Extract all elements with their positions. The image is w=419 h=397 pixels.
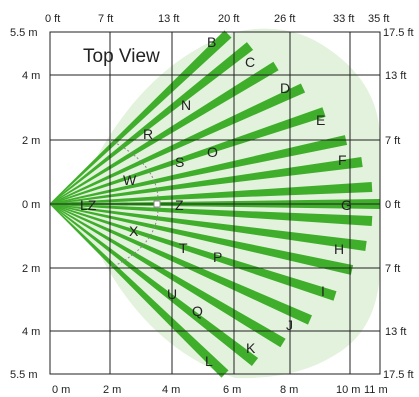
top-axis-label: 13 ft: [158, 13, 179, 25]
zone-label-c: C: [245, 54, 255, 70]
zone-label-p: P: [213, 249, 222, 265]
bottom-axis-label: 4 m: [162, 384, 180, 396]
left-axis-label: 4 m: [22, 326, 40, 338]
detection-beam: [49, 203, 229, 378]
top-axis-label: 26 ft: [274, 13, 295, 25]
top-axis-label: 33 ft: [333, 13, 354, 25]
right-axis: 17.5 ft 13 ft 7 ft 0 ft 7 ft 13 ft 17.5 …: [383, 27, 414, 381]
bottom-axis-label: 11 m: [364, 384, 388, 396]
zone-label-z: Z: [175, 197, 184, 213]
zone-label-j: J: [286, 317, 293, 333]
sensor-marker: [153, 200, 161, 208]
bottom-axis: 0 m 2 m 4 m 6 m 8 m 10 m 11 m: [52, 384, 388, 396]
detection-beam: [49, 203, 367, 251]
top-axis-label: 20 ft: [218, 13, 239, 25]
zone-label-s: S: [175, 154, 184, 170]
top-axis-label: 0 ft: [45, 13, 60, 25]
zone-label-d: D: [280, 80, 290, 96]
zone-label-u: U: [167, 286, 177, 302]
right-axis-label: 7 ft: [385, 263, 400, 275]
bottom-axis-label: 0 m: [52, 384, 70, 396]
beam-group: [49, 30, 380, 378]
zone-labels: B C D E F G H I J K L N O P Q R S T U W …: [80, 34, 352, 369]
left-axis-label: 4 m: [22, 70, 40, 82]
top-axis-label: 35 ft: [368, 13, 389, 25]
top-axis-label: 7 ft: [98, 13, 113, 25]
right-axis-label: 13 ft: [385, 326, 406, 338]
right-axis-label: 0 ft: [385, 199, 400, 211]
bottom-axis-label: 6 m: [223, 384, 241, 396]
left-axis-label: 5.5 m: [10, 27, 38, 39]
zone-label-k: K: [246, 340, 256, 356]
detection-beam: [49, 203, 286, 348]
detection-beam: [49, 203, 259, 366]
left-axis-label: 5.5 m: [10, 369, 38, 381]
bottom-axis-label: 2 m: [103, 384, 121, 396]
zone-label-w: W: [123, 172, 137, 188]
detection-beam: [50, 182, 373, 205]
zone-label-h: H: [334, 241, 344, 257]
zone-label-o: O: [207, 144, 218, 160]
left-axis-label: 0 m: [22, 199, 40, 211]
zone-label-f: F: [338, 152, 347, 168]
detection-beam: [49, 61, 279, 205]
zone-label-n: N: [181, 97, 191, 113]
view-title: Top View: [83, 46, 160, 67]
zone-label-g: G: [341, 197, 352, 213]
detection-beam: [49, 83, 306, 205]
right-axis-label: 17.5 ft: [383, 369, 414, 381]
zone-label-r: R: [143, 126, 153, 142]
detection-beam: [49, 30, 232, 205]
top-axis: 0 ft 7 ft 13 ft 20 ft 26 ft 33 ft 35 ft: [45, 13, 389, 25]
right-axis-label: 13 ft: [385, 70, 406, 82]
zone-label-lz: LZ: [80, 197, 97, 213]
bottom-axis-label: 10 m: [336, 384, 360, 396]
detection-beam: [49, 157, 363, 205]
zone-label-e: E: [316, 112, 325, 128]
left-axis-label: 2 m: [22, 135, 40, 147]
left-axis-label: 2 m: [22, 263, 40, 275]
right-axis-label: 17.5 ft: [383, 27, 414, 39]
grid: [49, 31, 381, 375]
zone-label-q: Q: [192, 303, 203, 319]
right-axis-label: 7 ft: [385, 135, 400, 147]
detection-beam: [49, 203, 313, 325]
zone-label-i: I: [321, 283, 325, 299]
grid-frame: [49, 31, 381, 375]
detection-beam: [50, 203, 373, 226]
detection-beam: [49, 203, 354, 275]
detection-beam: [49, 203, 337, 301]
zone-label-t: T: [179, 240, 188, 256]
zone-label-x: X: [129, 223, 139, 239]
left-axis: 5.5 m 4 m 2 m 0 m 2 m 4 m 5.5 m: [10, 27, 40, 381]
detection-beam: [49, 135, 348, 205]
zone-label-l: L: [205, 353, 213, 369]
bottom-axis-label: 8 m: [280, 384, 298, 396]
detection-beam: [49, 107, 326, 205]
detection-beam: [49, 42, 254, 205]
zone-label-b: B: [207, 34, 216, 50]
